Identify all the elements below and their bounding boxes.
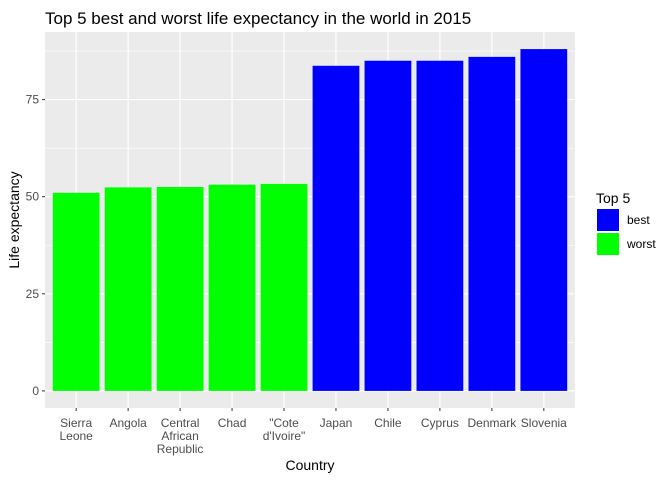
x-tick-label: Sierra Leone [59, 416, 93, 443]
bar-best [364, 60, 412, 391]
bar-worst [52, 192, 100, 391]
x-tick-label: Central African Republic [157, 416, 204, 456]
legend: Top 5 best worst [596, 190, 656, 255]
bar-worst [208, 184, 256, 391]
chart-title: Top 5 best and worst life expectancy in … [45, 9, 471, 28]
x-tick-label: Cyprus [421, 416, 459, 430]
bar-best [416, 60, 464, 391]
y-tick-label: 25 [26, 287, 40, 301]
y-tick-label: 75 [26, 93, 40, 107]
x-tick-label: Denmark [468, 416, 518, 430]
x-axis-ticks: Sierra Leone Angola Central African Republic C… [59, 408, 567, 456]
bar-best [468, 56, 516, 391]
bars [52, 49, 568, 391]
x-tick-label: "Cote d'Ivoire" [263, 416, 306, 443]
x-tick-label: Japan [320, 416, 353, 430]
x-tick-label: Chad [218, 416, 247, 430]
bar-best [312, 65, 360, 391]
bar-worst [104, 187, 152, 391]
x-tick-label: Angola [109, 416, 147, 430]
bar-worst [156, 186, 204, 391]
y-axis-title: Life expectancy [6, 171, 22, 268]
y-tick-label: 0 [32, 384, 39, 398]
bar-best [520, 49, 568, 391]
y-tick-label: 50 [26, 190, 40, 204]
x-tick-label: Slovenia [521, 416, 567, 430]
legend-key-best [597, 209, 619, 231]
x-axis-title: Country [285, 457, 334, 473]
legend-label-worst: worst [626, 237, 656, 251]
x-tick-label: Chile [374, 416, 402, 430]
bar-worst [260, 183, 308, 391]
y-axis-ticks: 0 25 50 75 [26, 93, 45, 398]
legend-label-best: best [627, 213, 650, 227]
legend-title: Top 5 [596, 190, 630, 206]
legend-key-worst [597, 233, 619, 255]
